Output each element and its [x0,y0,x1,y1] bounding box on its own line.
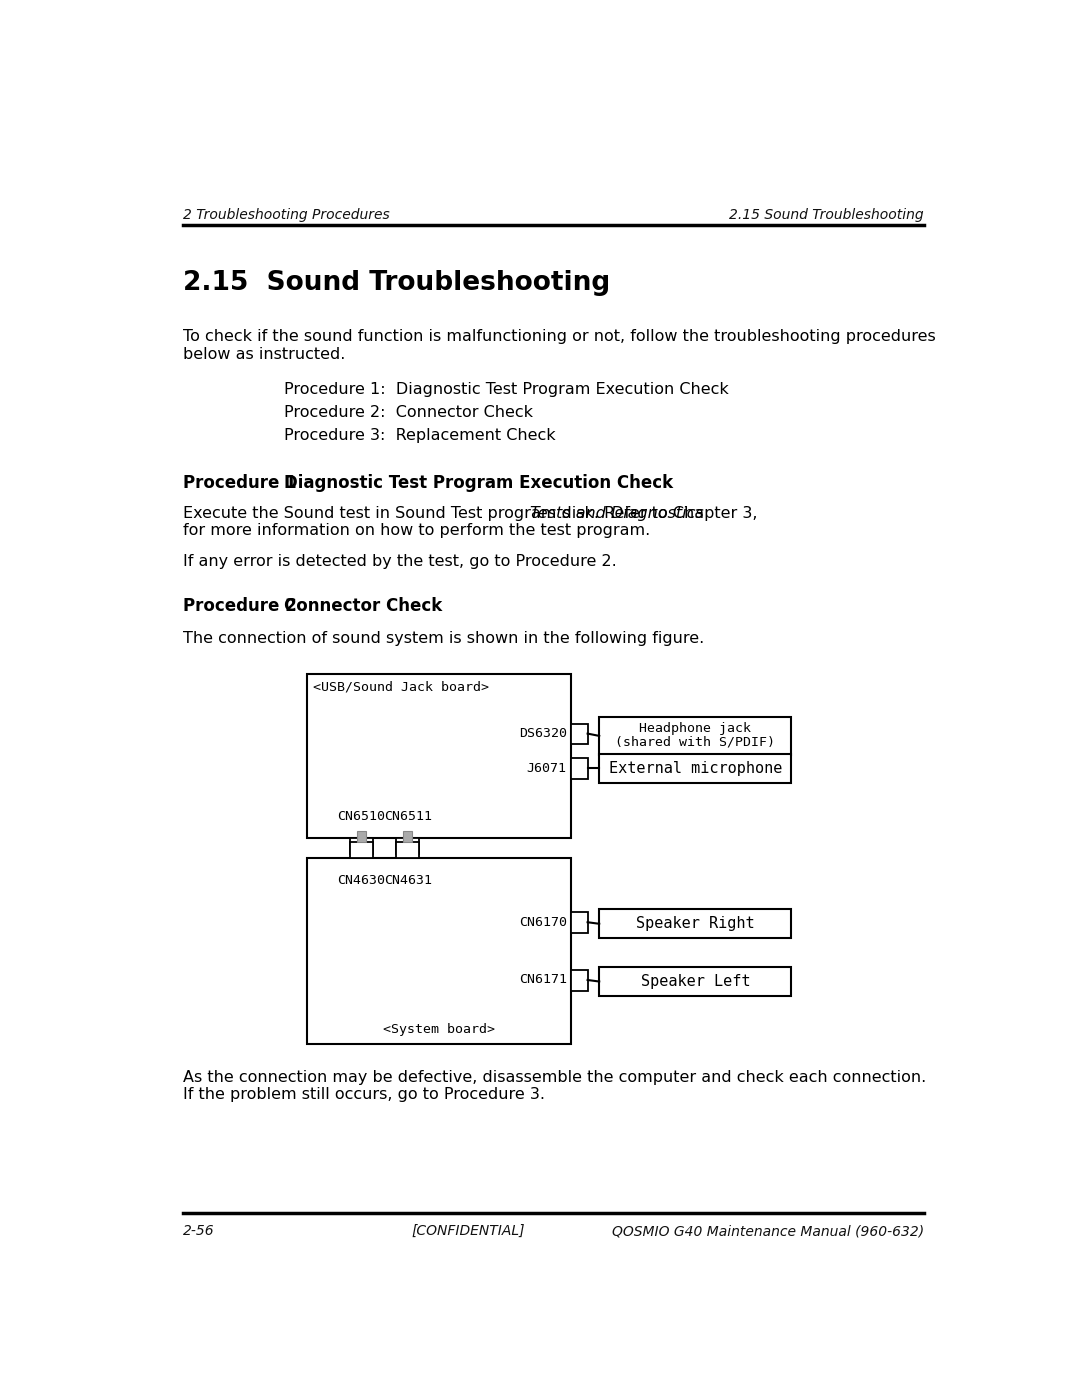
Bar [350,842,373,858]
Bar [307,675,570,838]
Bar [307,858,570,1044]
Text: 2.15  Sound Troubleshooting: 2.15 Sound Troubleshooting [183,270,610,296]
Text: CN4631: CN4631 [383,875,432,887]
Text: (shared with S/PDIF): (shared with S/PDIF) [616,735,775,749]
Text: CN6510: CN6510 [337,810,386,823]
Text: [CONFIDENTIAL]: [CONFIDENTIAL] [411,1224,525,1238]
Text: Headphone jack: Headphone jack [639,722,752,735]
Bar [403,831,413,842]
Text: Speaker Right: Speaker Right [636,916,755,932]
Text: DS6320: DS6320 [518,726,567,740]
Bar [570,724,588,745]
Bar [570,912,588,933]
Bar [570,759,588,780]
Text: Procedure 1:  Diagnostic Test Program Execution Check: Procedure 1: Diagnostic Test Program Exe… [284,381,729,397]
Text: below as instructed.: below as instructed. [183,346,346,362]
Text: If the problem still occurs, go to Procedure 3.: If the problem still occurs, go to Proce… [183,1087,545,1102]
Text: J6071: J6071 [527,761,567,775]
Text: Procedure 2:  Connector Check: Procedure 2: Connector Check [284,405,532,420]
Text: If any error is detected by the test, go to Procedure 2.: If any error is detected by the test, go… [183,555,617,569]
Text: 2-56: 2-56 [183,1224,215,1238]
Bar [599,909,792,939]
Text: <System board>: <System board> [382,1023,495,1037]
Text: <USB/Sound Jack board>: <USB/Sound Jack board> [313,680,489,693]
Bar [570,970,588,990]
Bar [356,831,366,842]
Bar [599,754,792,782]
Bar [350,838,373,854]
Text: CN6171: CN6171 [518,974,567,986]
Text: for more information on how to perform the test program.: for more information on how to perform t… [183,524,650,538]
Bar [599,717,792,756]
Bar [396,838,419,854]
Text: 2 Troubleshooting Procedures: 2 Troubleshooting Procedures [183,208,390,222]
Text: Execute the Sound test in Sound Test program disk. Refer to Chapter 3,: Execute the Sound test in Sound Test pro… [183,507,762,521]
Text: Tests and Diagnostics: Tests and Diagnostics [529,507,703,521]
Text: CN6511: CN6511 [383,810,432,823]
Text: Speaker Left: Speaker Left [640,974,751,989]
Text: QOSMIO G40 Maintenance Manual (960-632): QOSMIO G40 Maintenance Manual (960-632) [612,1224,924,1238]
Text: External microphone: External microphone [609,761,782,775]
Text: As the connection may be defective, disassemble the computer and check each conn: As the connection may be defective, disa… [183,1070,927,1085]
Text: Procedure 1: Procedure 1 [183,474,297,492]
Text: Diagnostic Test Program Execution Check: Diagnostic Test Program Execution Check [284,474,673,492]
Bar [396,842,419,858]
Text: 2.15 Sound Troubleshooting: 2.15 Sound Troubleshooting [729,208,924,222]
Text: Procedure 2: Procedure 2 [183,598,297,615]
Text: Connector Check: Connector Check [284,598,442,615]
Text: CN6170: CN6170 [518,916,567,929]
Text: Procedure 3:  Replacement Check: Procedure 3: Replacement Check [284,427,555,443]
Bar [599,967,792,996]
Text: CN4630: CN4630 [337,875,386,887]
Text: To check if the sound function is malfunctioning or not, follow the troubleshoot: To check if the sound function is malfun… [183,330,935,344]
Text: The connection of sound system is shown in the following figure.: The connection of sound system is shown … [183,631,704,647]
